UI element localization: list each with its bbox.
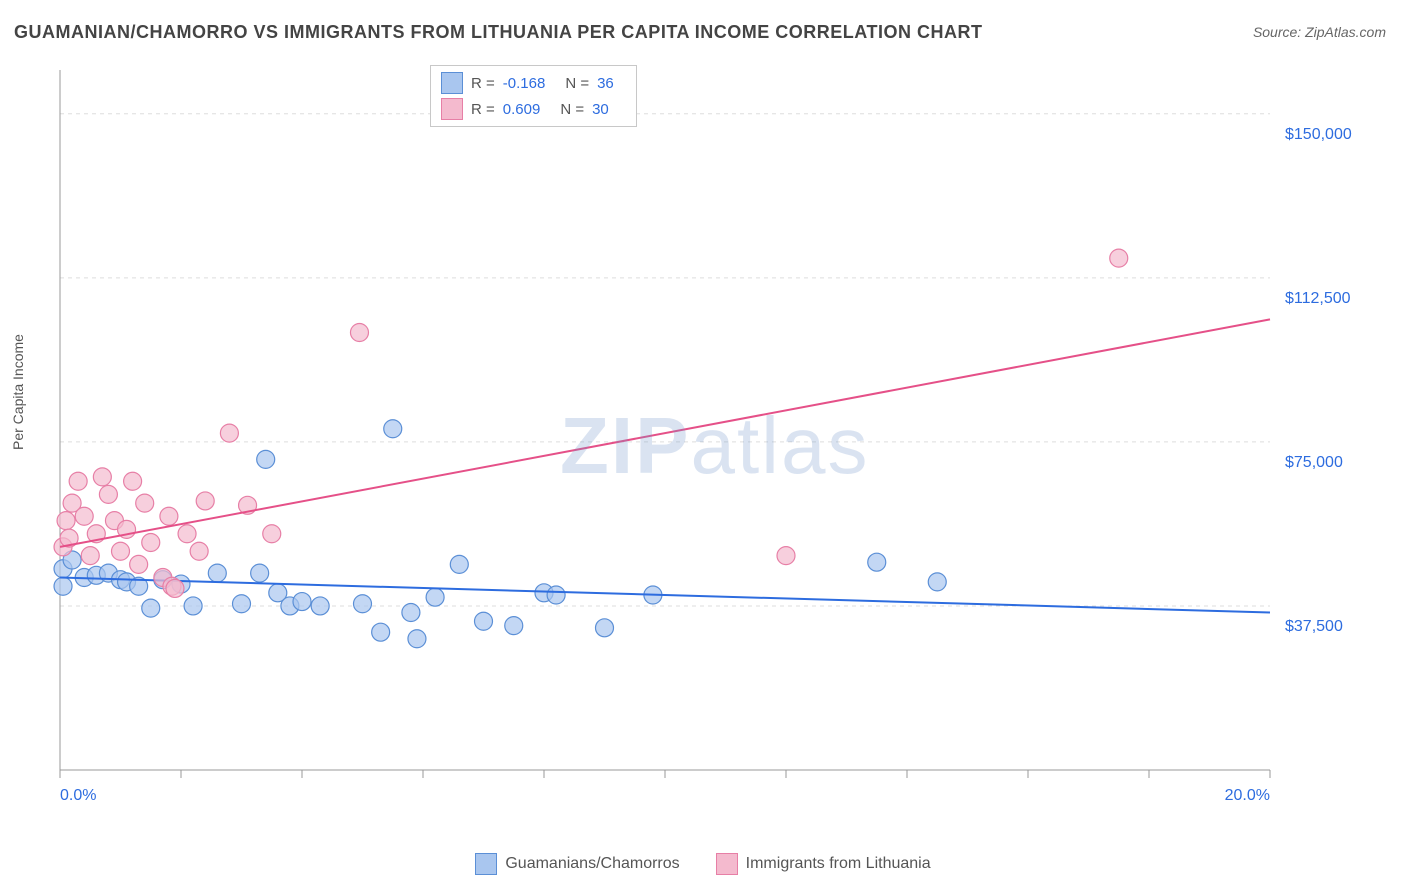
data-point [142, 534, 160, 552]
legend-label: Guamanians/Chamorros [505, 855, 679, 873]
data-point [54, 577, 72, 595]
data-point [233, 595, 251, 613]
stats-swatch [441, 72, 463, 94]
data-point [354, 595, 372, 613]
data-point [402, 604, 420, 622]
n-value: 36 [597, 75, 614, 92]
y-tick-label: $75,000 [1285, 454, 1343, 471]
r-label: R = [471, 75, 495, 92]
data-point [69, 472, 87, 490]
data-point [160, 507, 178, 525]
stats-legend: R =-0.168N =36R =0.609N =30 [430, 65, 637, 127]
r-value: -0.168 [503, 75, 546, 92]
data-point [426, 588, 444, 606]
data-point [505, 617, 523, 635]
legend-swatch [475, 853, 497, 875]
legend-item: Guamanians/Chamorros [475, 853, 679, 875]
series-legend: Guamanians/Chamorros Immigrants from Lith… [0, 853, 1406, 880]
data-point [220, 424, 238, 442]
data-point [868, 553, 886, 571]
chart-area: $37,500 $75,000 $112,500 $150,000 0.0% 20.0% [50, 60, 1380, 820]
y-axis-label: Per Capita Income [10, 334, 26, 450]
chart-title: GUAMANIAN/CHAMORRO VS IMMIGRANTS FROM LI… [14, 22, 982, 43]
data-point [547, 586, 565, 604]
data-point [75, 507, 93, 525]
data-point [93, 468, 111, 486]
n-label: N = [565, 75, 589, 92]
data-point [112, 542, 130, 560]
legend-item: Immigrants from Lithuania [716, 853, 931, 875]
data-point [475, 612, 493, 630]
data-point [928, 573, 946, 591]
n-label: N = [560, 101, 584, 118]
legend-swatch [716, 853, 738, 875]
source-label: Source: ZipAtlas.com [1253, 24, 1386, 40]
data-point [81, 547, 99, 565]
data-point [1110, 249, 1128, 267]
data-point [124, 472, 142, 490]
data-point [350, 324, 368, 342]
data-point [184, 597, 202, 615]
r-label: R = [471, 101, 495, 118]
data-point [257, 450, 275, 468]
data-point [311, 597, 329, 615]
y-tick-label: $112,500 [1285, 290, 1351, 307]
data-point [196, 492, 214, 510]
data-point [777, 547, 795, 565]
n-value: 30 [592, 101, 609, 118]
data-point [263, 525, 281, 543]
data-point [450, 555, 468, 573]
data-point [166, 579, 184, 597]
chart-svg: $37,500 $75,000 $112,500 $150,000 0.0% 20.0% [50, 60, 1380, 820]
y-tick-label: $150,000 [1285, 126, 1352, 143]
data-point [57, 512, 75, 530]
data-point [208, 564, 226, 582]
x-min-label: 0.0% [60, 787, 96, 804]
y-tick-label: $37,500 [1285, 618, 1343, 635]
data-point [372, 623, 390, 641]
stats-swatch [441, 98, 463, 120]
data-point [136, 494, 154, 512]
stats-row: R = -0.168 N = 36 [441, 70, 626, 96]
r-value: 0.609 [503, 101, 541, 118]
data-point [99, 485, 117, 503]
legend-label: Immigrants from Lithuania [746, 855, 931, 873]
x-max-label: 20.0% [1225, 787, 1270, 804]
data-point [384, 420, 402, 438]
data-point [293, 593, 311, 611]
data-point [408, 630, 426, 648]
data-point [142, 599, 160, 617]
data-point [178, 525, 196, 543]
data-point [130, 555, 148, 573]
stats-row: R = 0.609 N = 30 [441, 96, 626, 122]
data-point [190, 542, 208, 560]
trend-line [60, 319, 1270, 547]
data-point [251, 564, 269, 582]
data-point [596, 619, 614, 637]
